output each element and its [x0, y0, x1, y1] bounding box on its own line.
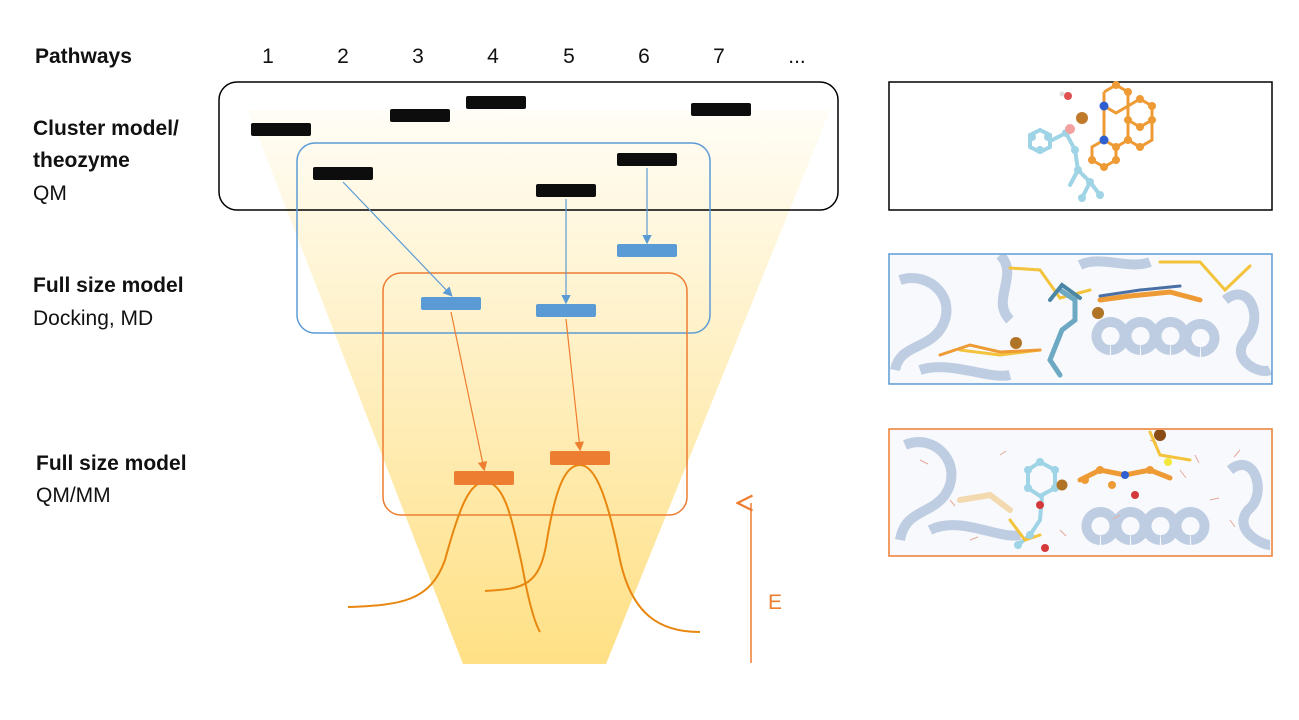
level-black-4 [466, 96, 526, 109]
pathway-number-more: ... [788, 45, 806, 68]
cluster-title-line2: theozyme [33, 149, 130, 172]
pathways-label: Pathways [35, 45, 132, 68]
pathway-number-5: 5 [563, 45, 575, 68]
level-black-1 [251, 123, 311, 136]
qmmm-title: Full size model [36, 452, 187, 475]
level-black-5 [536, 184, 596, 197]
level-blue-2 [421, 297, 481, 310]
energy-axis-label: E [768, 591, 783, 614]
docking-method: Docking, MD [33, 307, 154, 330]
qmmm-structure-panel [888, 428, 1273, 557]
level-black-6 [617, 153, 677, 166]
level-blue-5 [536, 304, 596, 317]
level-black-3 [390, 109, 450, 122]
docking-title: Full size model [33, 274, 184, 297]
cluster-title-line1: Cluster model/ [33, 117, 179, 140]
pathway-number-2: 2 [337, 45, 349, 68]
pathway-number-3: 3 [412, 45, 424, 68]
qmmm-method: QM/MM [36, 484, 111, 507]
arrow-2-blue [342, 181, 453, 297]
arrow-2-orange [450, 311, 488, 472]
level-black-2 [313, 167, 373, 180]
level-orange-5 [550, 451, 610, 465]
level-black-7 [691, 103, 751, 116]
docking-model-box [296, 142, 711, 334]
arrow-5-orange [565, 318, 585, 452]
qmmm-model-box [382, 272, 688, 516]
level-blue-6 [617, 244, 677, 257]
pathway-number-6: 6 [638, 45, 650, 68]
energy-curve-2 [484, 463, 701, 633]
pathway-number-4: 4 [487, 45, 499, 68]
pathway-number-1: 1 [262, 45, 274, 68]
cluster-method: QM [33, 182, 67, 205]
pathway-number-7: 7 [713, 45, 725, 68]
funnel [248, 110, 830, 664]
level-orange-2 [454, 471, 514, 485]
docking-structure-panel [888, 253, 1273, 385]
cluster-structure-panel [888, 81, 1273, 211]
cluster-model-box [218, 81, 839, 211]
